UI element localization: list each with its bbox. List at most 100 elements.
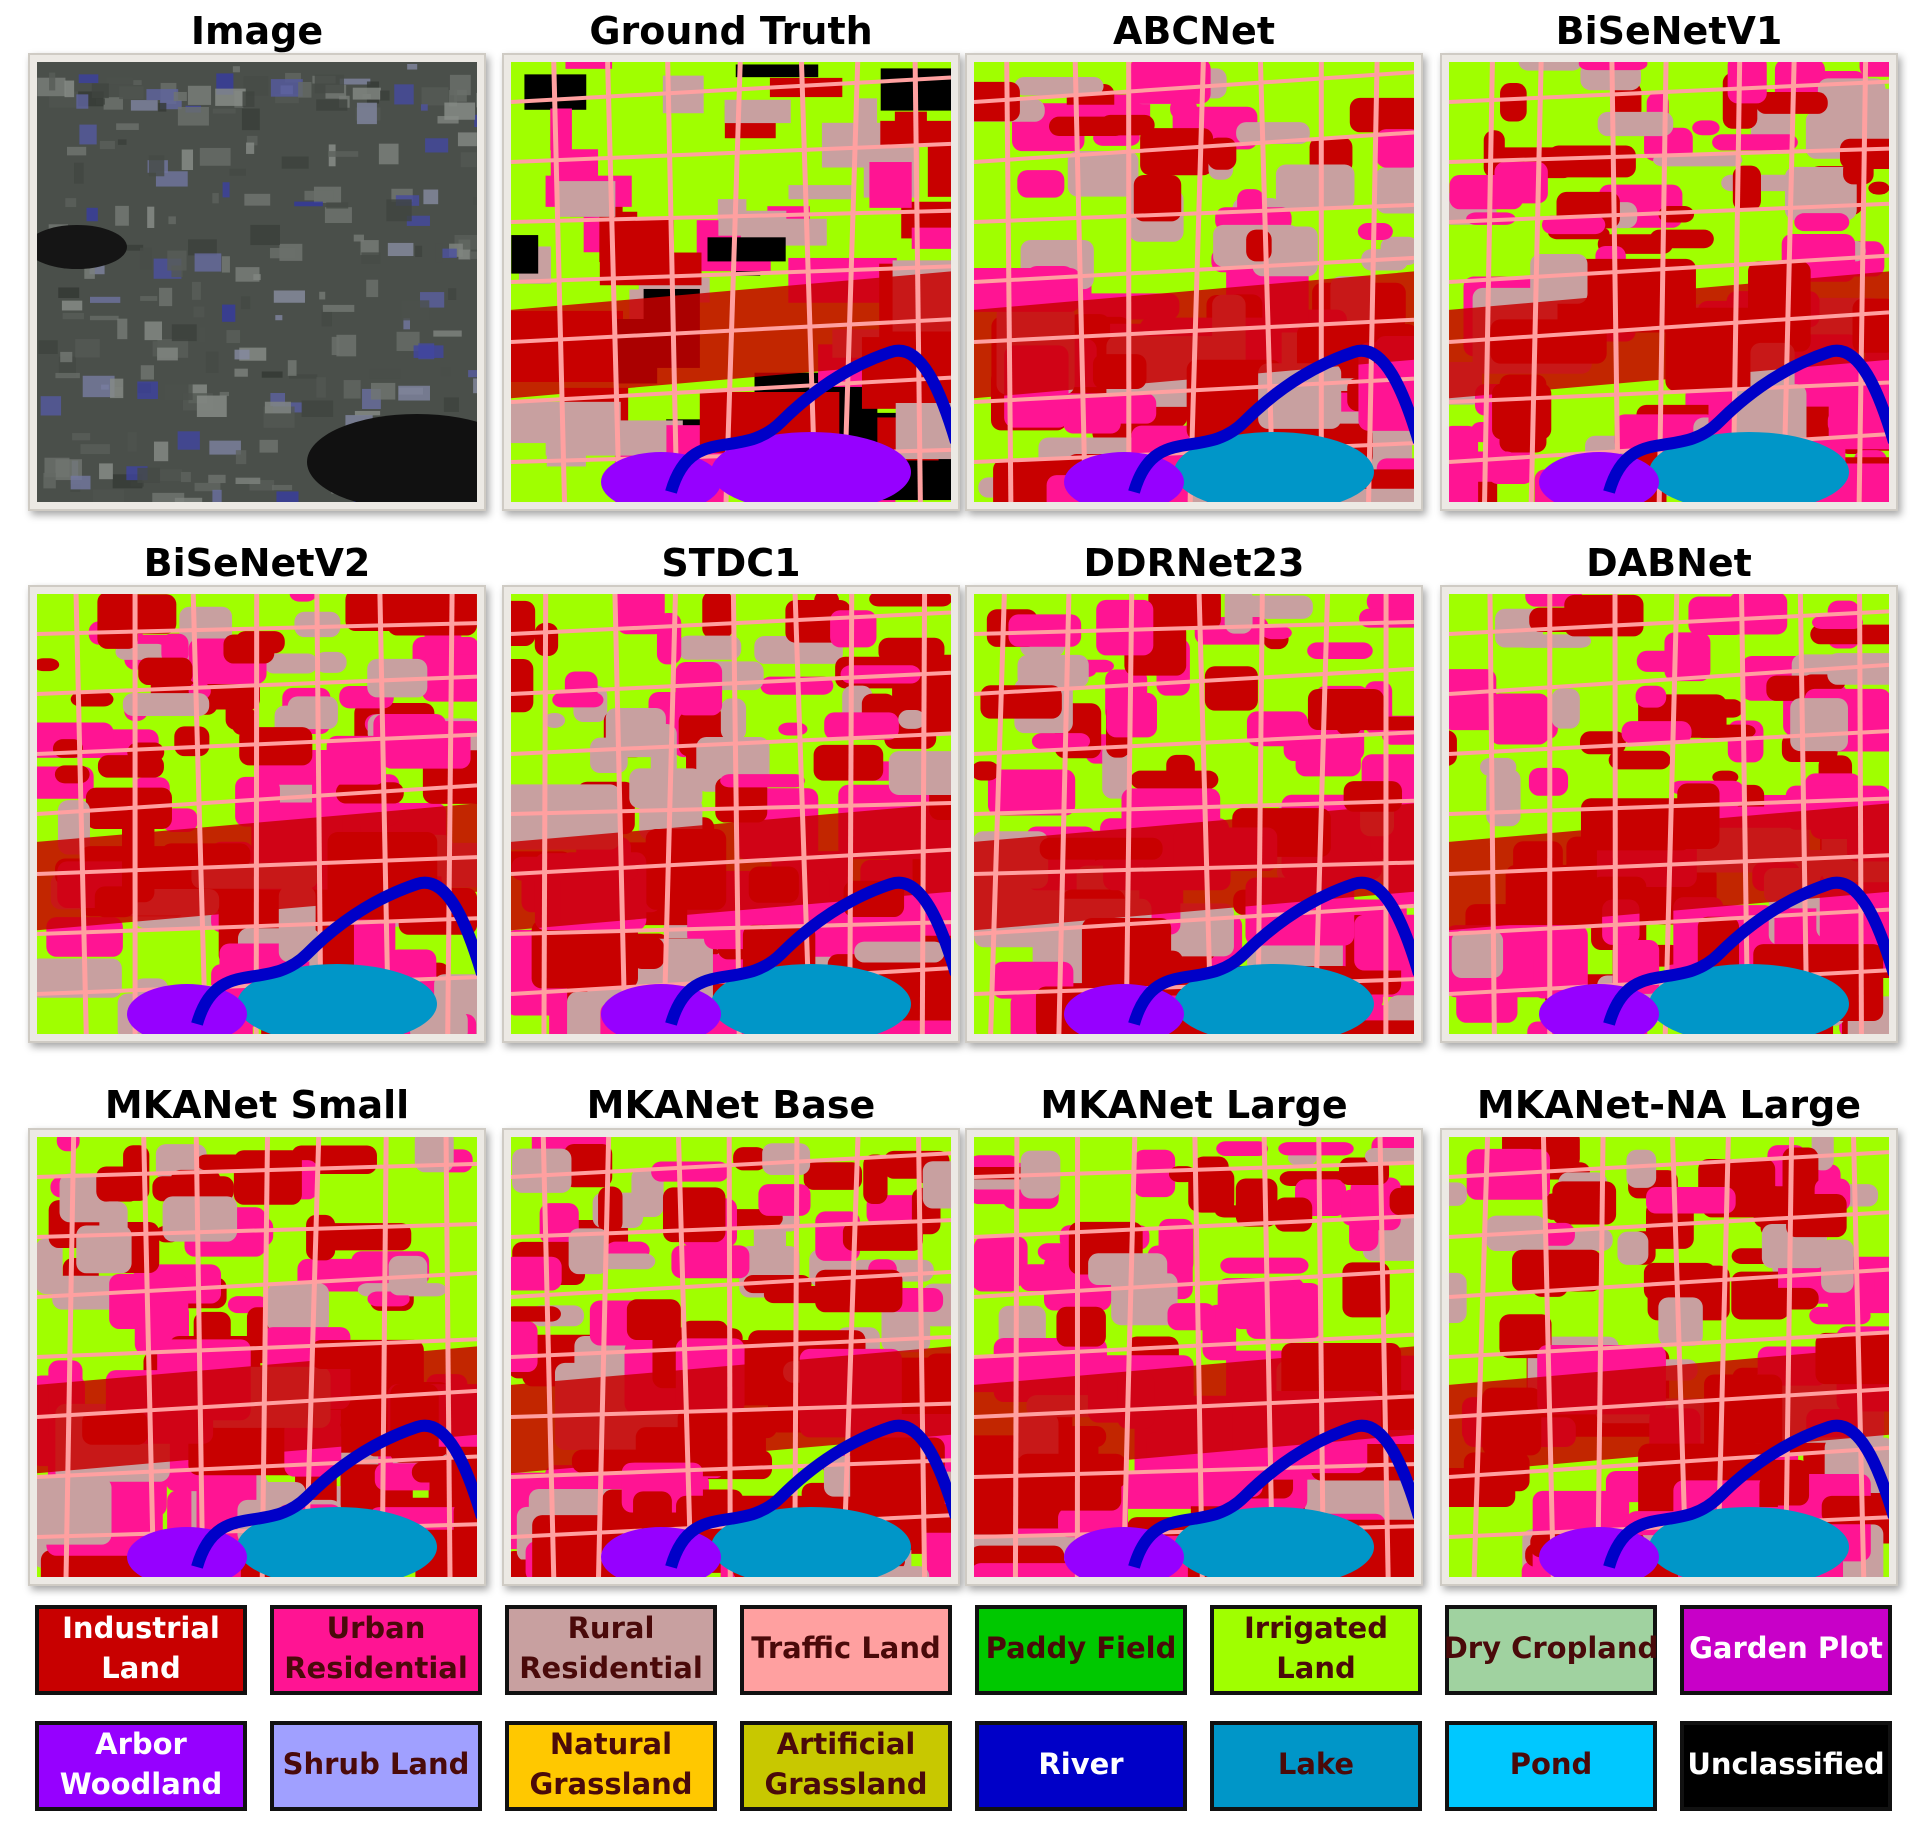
panel [28,53,486,511]
image-texture [314,74,345,94]
image-texture [106,77,133,85]
panel-map [37,62,477,502]
legend-swatch [1210,1721,1422,1811]
image-texture [361,252,381,264]
map-region [314,651,347,673]
image-texture [336,334,357,357]
road [1056,594,1072,1034]
map-region [1551,688,1580,729]
map-region [1148,594,1221,630]
image-texture [294,201,323,207]
map-region [511,235,539,274]
map-region [1812,615,1864,630]
map-region [600,1253,656,1270]
legend-swatch [270,1605,482,1695]
map-region [1767,1287,1819,1310]
road [1257,62,1276,502]
road [665,62,680,502]
image-texture [139,247,152,270]
panel-map [37,594,477,1034]
image-texture [324,207,352,224]
image-texture [289,374,318,379]
map-region [453,1501,477,1564]
road [445,594,455,1034]
map-region [1193,1156,1229,1202]
legend-swatch [1445,1721,1657,1811]
image-texture [82,375,115,398]
map-region [1236,122,1310,145]
image-texture [244,193,271,206]
lake [711,432,911,502]
panel-title: MKANet-NA Large [1477,1083,1861,1127]
map-region [1512,1249,1602,1292]
image-texture [115,205,129,226]
legend-label: Arbor [95,1727,187,1761]
river [191,876,477,1026]
panel-title: ABCNet [1113,9,1275,53]
image-texture [167,250,187,271]
map-region [686,641,708,660]
image-texture [420,104,428,111]
map-region [37,658,60,672]
road [596,1137,612,1577]
image-texture [91,83,109,99]
panel-title: DDRNet23 [1084,541,1305,585]
image-texture [130,100,158,111]
map-region [1626,1149,1657,1188]
image-texture [219,391,230,397]
legend-label: Unclassified [1687,1747,1884,1781]
map-region [99,1201,128,1253]
road [974,130,1414,164]
image-texture [259,439,278,453]
image-texture [221,256,230,273]
image-texture [370,382,396,400]
image-texture [110,378,124,399]
image-texture [387,242,414,257]
road [253,594,260,1034]
panel-map [1449,1137,1889,1577]
image-texture [99,463,113,480]
road [1857,594,1864,1034]
map-region [715,777,768,823]
image-texture [72,433,91,441]
map-region [345,594,427,632]
map-region [762,1143,811,1175]
road [1739,594,1751,1034]
image-texture [157,347,178,361]
map-region [1230,1283,1297,1330]
panel-map [511,62,951,502]
road [1449,253,1889,284]
image-texture [173,91,187,102]
image-texture [435,243,443,263]
image-texture [378,143,399,165]
image-texture [366,279,379,298]
map-region [1449,425,1479,502]
image-texture [62,312,84,320]
panel [502,1128,960,1586]
map-region [1349,1206,1379,1251]
image-texture [40,396,62,416]
map-region [928,982,951,1018]
image-texture [276,491,299,502]
image-texture [140,296,158,301]
map-region [813,744,884,781]
road [37,1454,477,1479]
panel-title: MKANet Large [1040,1083,1347,1127]
map-region [1597,111,1674,137]
map-region [543,712,566,728]
image-texture [212,108,236,114]
road [730,594,742,1034]
map-region [617,594,665,635]
map-region [511,659,534,713]
map-region [1204,666,1258,711]
map-region [1500,83,1527,122]
river [1128,876,1414,1026]
image-texture [117,318,128,340]
road [612,594,628,1034]
road [974,730,1414,756]
image-texture [209,440,241,455]
map-region [174,726,210,757]
map-region [564,671,598,702]
map-region [1216,1141,1268,1157]
